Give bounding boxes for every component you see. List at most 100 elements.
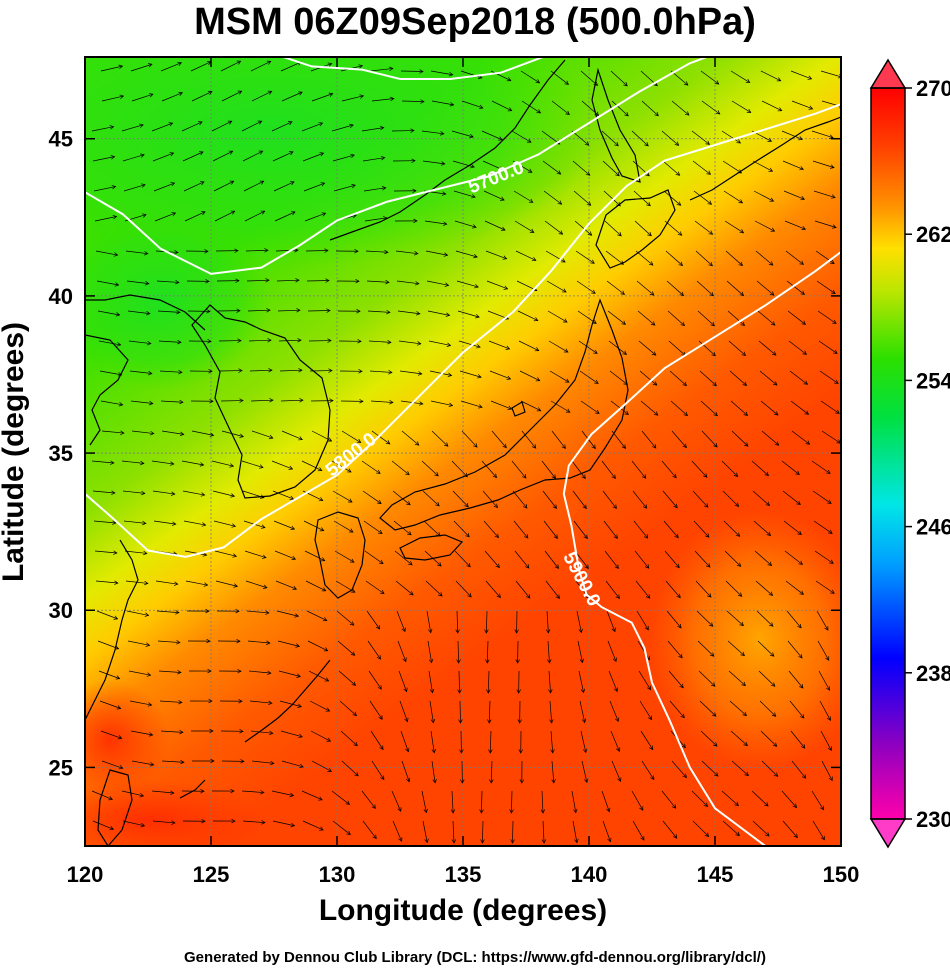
wind-arrow-head — [774, 441, 780, 446]
wind-arrow-shaft — [700, 730, 718, 747]
wind-arrow-shaft — [452, 490, 469, 508]
wind-arrow-head — [769, 291, 775, 296]
wind-arrow-shaft — [636, 610, 649, 631]
wind-arrow-head — [238, 368, 243, 373]
wind-arrow-shaft — [610, 730, 620, 752]
wind-arrow-head — [240, 759, 245, 764]
wind-arrow-shaft — [752, 160, 773, 172]
wind-arrow-head — [705, 140, 711, 145]
colorbar-label: 246 — [916, 515, 950, 540]
wind-arrow-head — [476, 344, 481, 349]
wind-arrow-head — [767, 561, 773, 566]
wind-arrow-head — [358, 369, 363, 374]
wind-arrow-shaft — [786, 280, 805, 295]
wind-arrow-shaft — [693, 190, 712, 205]
wind-arrow-shaft — [364, 217, 387, 222]
wind-arrow-head — [371, 804, 376, 810]
wind-arrow-shaft — [662, 490, 678, 509]
wind-arrow-head — [448, 72, 454, 77]
wind-arrow-head — [352, 711, 358, 717]
wind-arrow-shaft — [131, 430, 154, 434]
contour-line-5900-0 — [562, 251, 841, 846]
wind-arrow-shaft — [460, 400, 483, 408]
wind-arrow-head — [378, 529, 383, 534]
wind-arrow-head — [706, 170, 712, 175]
wind-arrow-head — [347, 468, 352, 473]
wind-arrow-shaft — [669, 370, 687, 386]
wind-arrow-shaft — [606, 610, 616, 632]
wind-arrow-head — [416, 341, 422, 346]
wind-arrow-shaft — [156, 610, 179, 613]
wind-arrow-shaft — [548, 340, 569, 353]
wind-arrow-head — [261, 820, 266, 825]
wind-arrow-shaft — [305, 580, 326, 592]
wind-arrow-head — [289, 792, 295, 798]
wind-arrow-head — [205, 279, 210, 284]
wind-arrow-head — [506, 77, 512, 82]
wind-arrow-head — [613, 534, 618, 540]
x-axis-label: Longitude (degrees) — [318, 894, 608, 927]
wind-arrow-head — [564, 378, 570, 383]
wind-arrow-head — [746, 108, 752, 113]
wind-arrow-shaft — [332, 154, 355, 162]
wind-arrow-shaft — [485, 610, 488, 634]
colorbar-labels: 270 262 254 246 238 230 — [916, 76, 950, 832]
wind-arrow-shaft — [371, 760, 385, 780]
wind-arrow-head — [147, 702, 153, 707]
wind-arrow-shaft — [573, 520, 588, 539]
wind-arrow-shaft — [667, 310, 685, 326]
wind-arrow-head — [738, 199, 744, 204]
wind-arrow-shaft — [821, 760, 833, 781]
wind-arrow-shaft — [601, 460, 616, 479]
wind-arrow-shaft — [696, 610, 714, 627]
wind-arrow-shaft — [786, 610, 802, 629]
wind-arrow-head — [415, 311, 421, 316]
wind-arrow-head — [376, 469, 381, 474]
wind-arrow-head — [168, 122, 174, 127]
wind-arrow-head — [740, 651, 745, 657]
wind-arrow-head — [541, 839, 547, 844]
wind-arrow-shaft — [271, 121, 293, 132]
wind-arrow-head — [428, 658, 434, 664]
wind-arrow-head — [800, 196, 806, 201]
wind-arrow-shaft — [97, 310, 120, 316]
wind-arrow-shaft — [791, 430, 810, 445]
wind-arrow-head — [319, 527, 325, 532]
wind-arrow-shaft — [576, 610, 582, 633]
wind-arrow-head — [171, 212, 177, 217]
wind-arrow-head — [199, 462, 205, 467]
wind-arrow-head — [524, 534, 529, 539]
wind-arrow-shaft — [579, 700, 586, 723]
wind-arrow-head — [803, 380, 809, 385]
wind-arrow-head — [582, 748, 588, 754]
wind-arrow-head — [328, 368, 333, 373]
wind-arrow-head — [448, 402, 454, 408]
wind-arrow-head — [621, 444, 626, 449]
wind-arrow-head — [351, 681, 357, 686]
wind-arrow-shaft — [455, 580, 472, 598]
wind-arrow-head — [325, 707, 331, 712]
wind-arrow-head — [586, 201, 592, 206]
wind-arrow-shaft — [422, 820, 428, 843]
wind-arrow-shaft — [276, 610, 299, 617]
wind-arrow-head — [797, 530, 802, 535]
wind-arrow-shaft — [611, 760, 621, 782]
wind-arrow-head — [679, 291, 685, 297]
wind-arrow-head — [420, 99, 425, 104]
wind-arrow-head — [350, 588, 356, 593]
y-tick-label: 40 — [49, 284, 73, 309]
wind-arrow-head — [381, 186, 387, 191]
wind-arrow-shaft — [545, 580, 560, 599]
wind-arrow-head — [358, 64, 364, 69]
wind-arrow-shaft — [95, 250, 118, 256]
wind-arrow-shaft — [485, 250, 507, 260]
wind-arrow-head — [299, 763, 304, 769]
wind-arrow-head — [711, 351, 716, 357]
wind-arrow-shaft — [334, 550, 355, 563]
wind-arrow-shaft — [95, 580, 118, 584]
wind-arrow-head — [148, 370, 153, 376]
wind-arrow-shaft — [396, 280, 419, 285]
wind-arrow-shaft — [694, 550, 711, 568]
wind-arrow-head — [564, 80, 569, 85]
wind-arrow-head — [145, 311, 151, 316]
